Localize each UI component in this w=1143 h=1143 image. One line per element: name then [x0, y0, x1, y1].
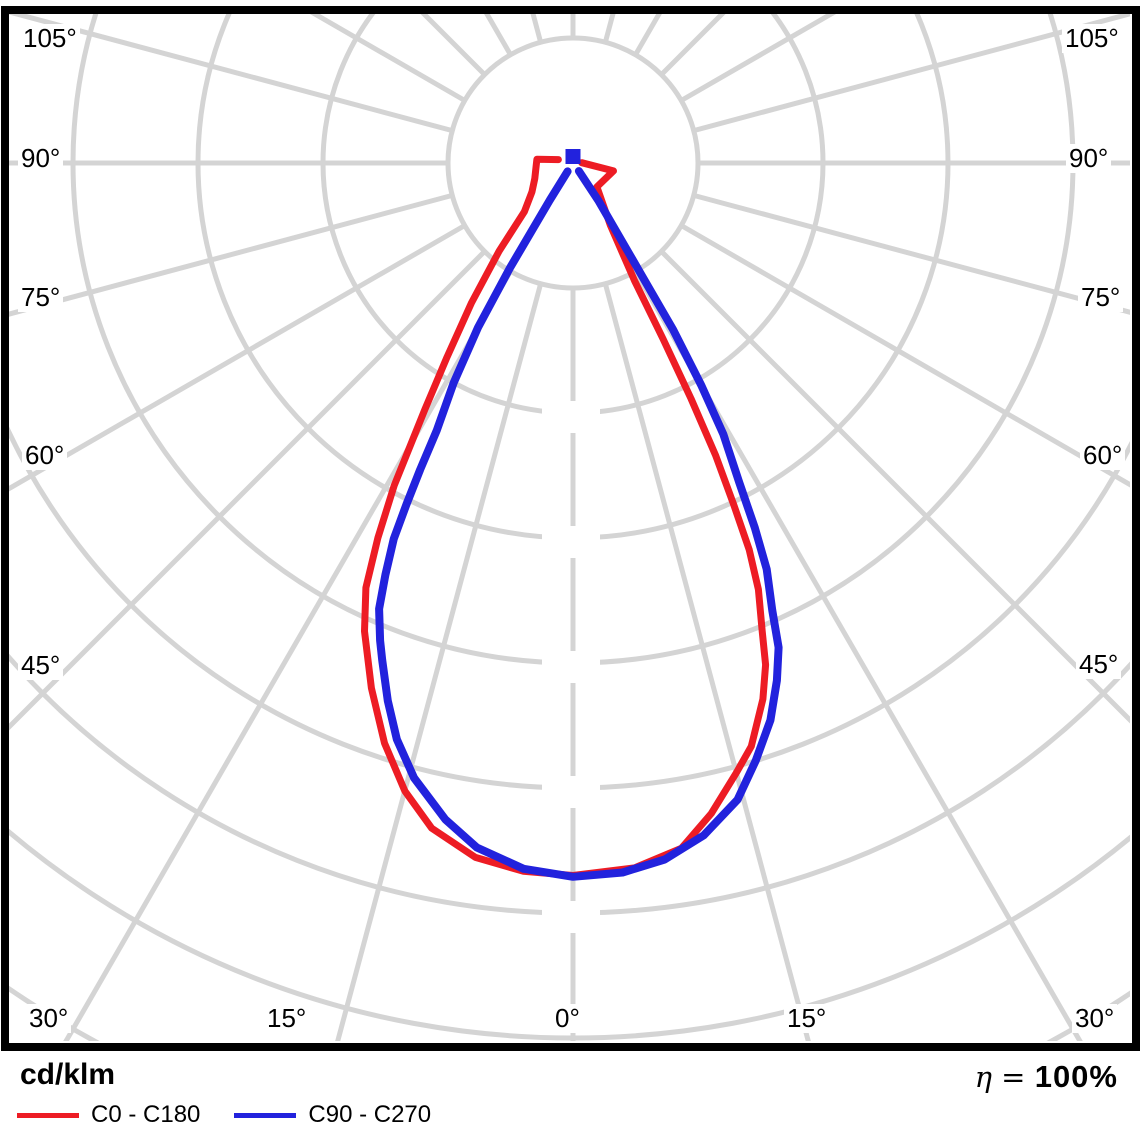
legend-label-c0-c180: C0 - C180 [91, 1101, 201, 1128]
efficiency-value: 100% [1034, 1059, 1118, 1094]
gamma-angle-label: 90° [18, 144, 64, 174]
eta-symbol: η = [974, 1060, 1035, 1094]
gamma-angle-label: 15° [264, 1004, 310, 1034]
gamma-angle-label: 90° [1066, 144, 1112, 174]
gamma-angle-label: 75° [18, 283, 64, 313]
gamma-angle-label: 30° [26, 1004, 72, 1034]
blue-line-swatch [234, 1112, 297, 1118]
gamma-angle-label: 60° [22, 441, 68, 471]
legend-item-c0-c180: C0 - C180 [17, 1101, 200, 1129]
unit-label: cd/klm [20, 1058, 116, 1091]
legend: C0 - C180 C90 - C270 [17, 1101, 431, 1129]
gamma-angle-label: 45° [18, 651, 64, 681]
gamma-angle-label: 105° [1062, 24, 1122, 54]
gamma-angle-label: 105° [20, 24, 80, 54]
gamma-angle-label: 30° [1072, 1004, 1118, 1034]
gamma-angle-label: 60° [1080, 441, 1126, 471]
efficiency-label: η = 100% [975, 1059, 1118, 1095]
red-line-swatch [17, 1112, 79, 1118]
legend-label-c90-c270: C90 - C270 [308, 1101, 432, 1128]
legend-item-c90-c270: C90 - C270 [234, 1101, 431, 1129]
gamma-angle-label: 75° [1078, 283, 1124, 313]
gamma-angle-label: 45° [1076, 650, 1122, 680]
gamma-angle-label: 15° [784, 1004, 830, 1034]
gamma-angle-label: 0° [552, 1004, 583, 1034]
